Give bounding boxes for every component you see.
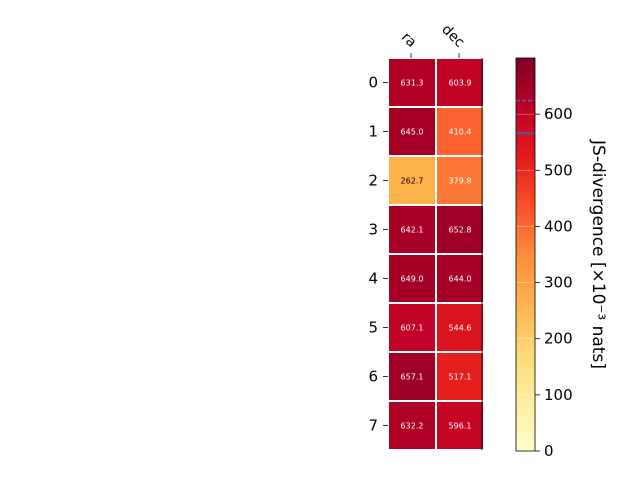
cell-value-label: 410.4 — [449, 128, 472, 137]
cell-value-label: 517.1 — [449, 373, 472, 382]
row-tick-label: 1 — [368, 123, 378, 141]
heatmap-cell — [437, 108, 483, 155]
cell-value-label: 631.3 — [401, 79, 424, 88]
cell-value-label: 596.1 — [449, 422, 472, 431]
colorbar-gradient — [516, 58, 535, 451]
heatmap-cell — [437, 59, 483, 106]
heatmap-cell — [437, 255, 483, 302]
heatmap-cell — [389, 402, 435, 449]
row-tick-label: 7 — [368, 417, 378, 435]
row-tick-label: 3 — [368, 221, 378, 239]
colorbar: 0 100 200 300 400 500 600 JS-divergence [×10⁻³ … — [515, 57, 608, 460]
cell-value-label: 642.1 — [401, 226, 424, 235]
heatmap-cell — [389, 157, 435, 204]
cell-value-label: 603.9 — [449, 79, 472, 88]
heatmap-cell — [389, 304, 435, 351]
cell-value-label: 379.8 — [449, 177, 472, 186]
cell-value-label: 652.8 — [449, 226, 472, 235]
heatmap-cell — [437, 157, 483, 204]
column-tick-label: ra — [398, 29, 419, 50]
cell-value-label: 657.1 — [401, 373, 424, 382]
colorbar-tick-label: 600 — [544, 105, 573, 123]
row-tick-label: 6 — [368, 368, 378, 386]
cell-value-label: 644.0 — [449, 275, 472, 284]
cell-value-label: 607.1 — [401, 324, 424, 333]
heatmap-cell — [389, 255, 435, 302]
cell-value-label: 649.0 — [401, 275, 424, 284]
heatmap-cell — [437, 402, 483, 449]
colorbar-tick-label: 100 — [544, 386, 573, 404]
heatmap-cell — [389, 353, 435, 400]
heatmap-cell — [389, 108, 435, 155]
heatmap-cell — [437, 206, 483, 253]
row-tick-label: 4 — [368, 270, 378, 288]
row-tick-label: 0 — [368, 74, 378, 92]
cell-value-label: 632.2 — [401, 422, 424, 431]
cell-value-label: 544.6 — [449, 324, 472, 333]
heatmap-cell — [389, 59, 435, 106]
colorbar-tick-label: 0 — [544, 442, 554, 460]
row-tick-label: 2 — [368, 172, 378, 190]
colorbar-tick-label: 300 — [544, 274, 573, 292]
column-tick-label: dec — [438, 22, 467, 51]
heatmap-cells: 631.3 603.9 645.0 410.4 262.7 379.8 642.1 652.8… — [389, 59, 483, 449]
colorbar-tick-label: 400 — [544, 217, 573, 235]
cell-value-label: 262.7 — [401, 177, 424, 186]
colorbar-outline — [515, 57, 536, 452]
colorbar-tick-label: 200 — [544, 330, 573, 348]
row-tick-label: 5 — [368, 319, 378, 337]
heatmap-cell — [389, 206, 435, 253]
colorbar-tick-label: 500 — [544, 161, 573, 179]
cell-value-label: 645.0 — [401, 128, 424, 137]
heatmap-cell — [437, 304, 483, 351]
colorbar-label: JS-divergence [×10⁻³ nats] — [588, 139, 608, 369]
heatmap-cell — [437, 353, 483, 400]
